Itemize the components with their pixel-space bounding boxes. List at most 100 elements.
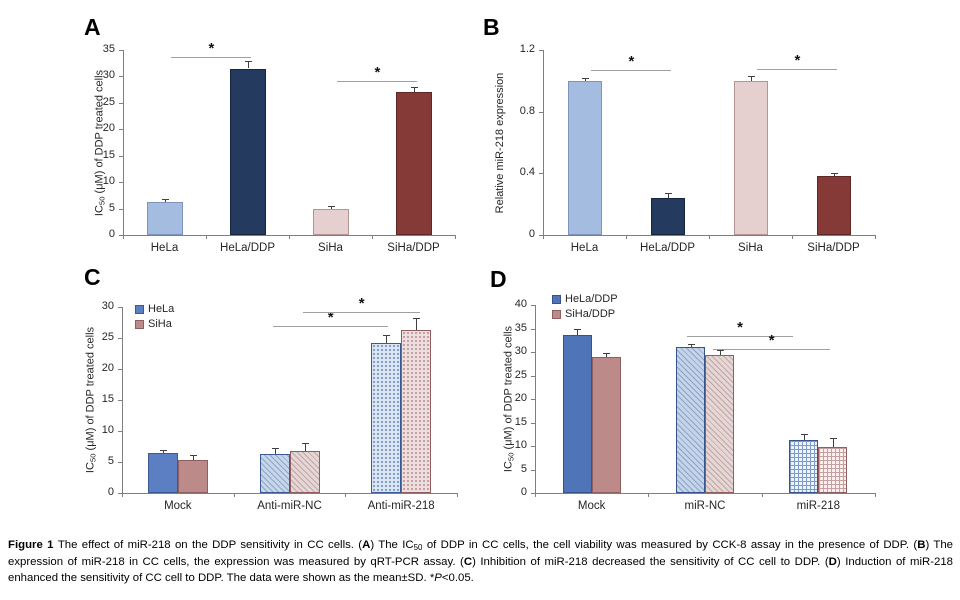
panel-letter-b: B: [483, 14, 500, 40]
significance-line: [303, 311, 421, 313]
y-tick-mark: [119, 50, 123, 51]
bar-SiHa/DDP: [816, 176, 851, 235]
y-axis-line: [123, 50, 124, 236]
y-axis-label: Relative miR-218 expression: [494, 72, 506, 213]
y-tick-label: 20: [514, 392, 527, 404]
legend-label: SiHa: [148, 318, 172, 330]
x-tick-mark: [709, 235, 710, 239]
y-tick-label: 10: [514, 439, 527, 451]
y-tick-mark: [531, 399, 535, 400]
x-category-label: HeLa: [150, 242, 179, 254]
significance-star: *: [358, 294, 365, 312]
x-category-label: HeLa/DDP: [220, 242, 275, 254]
y-tick-mark: [119, 182, 123, 184]
significance-line: [171, 56, 252, 58]
y-tick-label: 15: [101, 393, 114, 405]
error-bar-line: [416, 317, 418, 330]
x-category-label: Anti-miR-NC: [257, 500, 322, 512]
error-bar-line: [164, 198, 166, 203]
legend-swatch: [552, 294, 561, 304]
y-tick-label: 40: [514, 298, 527, 310]
figure-caption: Figure 1 The effect of miR-218 on the DD…: [8, 537, 953, 587]
panel-a: A IC50 (μM) of DDP treated cells 0 5 10 15 20 2…: [60, 10, 480, 262]
y-tick-label: 25: [514, 368, 527, 381]
y-tick-mark: [119, 155, 123, 157]
y-tick-label: 0.4: [519, 166, 535, 179]
bar-HeLa: [259, 453, 290, 493]
y-tick-label: 30: [514, 345, 527, 357]
bar-SiHa/DDP: [395, 92, 432, 235]
y-tick-mark: [531, 422, 535, 424]
text-run: A: [362, 539, 371, 551]
bar-SiHa: [733, 80, 768, 235]
y-tick-label: 0: [520, 486, 527, 498]
text-run: 50: [506, 452, 516, 462]
y-tick-mark: [118, 369, 122, 370]
error-bar-cap: [800, 434, 808, 436]
text-run: ) Inhibition of miR-218 decreased the se…: [472, 555, 829, 568]
legend-label: HeLa: [148, 303, 175, 315]
error-bar-cap: [747, 76, 755, 78]
error-bar-cap: [383, 334, 391, 336]
legend-swatch: [552, 309, 561, 319]
bar-SiHa/DDP: [591, 356, 621, 493]
error-bar-line: [803, 434, 805, 440]
legend-item: SiHa: [135, 318, 174, 330]
significance-line: [757, 68, 838, 70]
error-bar-cap: [664, 193, 672, 195]
legend-item: HeLa: [135, 303, 174, 315]
x-tick-mark: [289, 235, 290, 239]
y-tick-mark: [531, 493, 535, 494]
error-bar-cap: [327, 206, 335, 208]
x-tick-mark: [206, 235, 207, 239]
y-tick-mark: [119, 208, 123, 210]
y-tick-label: 15: [514, 415, 527, 428]
error-bar-line: [833, 173, 835, 177]
x-tick-mark: [543, 235, 544, 239]
panel-letter-a: A: [84, 14, 101, 40]
error-bar-cap: [161, 198, 169, 200]
x-tick-mark: [792, 235, 793, 239]
y-tick-mark: [539, 235, 543, 236]
x-axis-line: [535, 493, 875, 494]
panel-b: B Relative miR-218 expression 0 0.4 0.8 1.2 He…: [480, 10, 900, 262]
legend-label: HeLa/DDP: [565, 293, 618, 305]
text-run: <0.05.: [441, 572, 474, 585]
x-category-label: SiHa/DDP: [807, 242, 860, 254]
text-run: of DDP in CC cells, the cell viability w…: [422, 539, 918, 551]
error-bar-cap: [829, 437, 837, 439]
bar-HeLa/DDP: [650, 198, 685, 235]
legend-swatch: [135, 319, 144, 329]
error-bar-line: [606, 352, 608, 357]
y-tick-label: 5: [107, 455, 114, 467]
text-run: C: [463, 555, 473, 568]
y-tick-label: 1.2: [519, 43, 535, 55]
x-tick-mark: [761, 493, 763, 497]
y-tick-label: 30: [102, 69, 115, 82]
x-tick-mark: [122, 493, 123, 497]
y-tick-mark: [119, 235, 123, 236]
y-tick-mark: [539, 111, 543, 113]
legend-item: SiHa/DDP: [552, 308, 618, 320]
bar-SiHa/DDP: [818, 446, 848, 493]
text-run: ) The expression of miR-218 in CC cells,…: [8, 539, 954, 568]
error-bar-cap: [716, 350, 724, 352]
y-axis-label: IC50 (μM) of DDP treated cells: [93, 69, 106, 215]
x-tick-mark: [875, 235, 876, 239]
error-bar-line: [386, 334, 388, 343]
error-bar-line: [247, 60, 249, 69]
text-run: Relative miR-218 expression: [494, 72, 506, 213]
bar-SiHa: [312, 209, 349, 235]
x-category-label: miR-218: [796, 500, 841, 512]
text-run: ) Induction of miR-218 enhanced the sens…: [8, 555, 954, 585]
x-axis-line: [122, 493, 457, 494]
error-bar-line: [192, 454, 194, 460]
error-bar-cap: [410, 87, 418, 88]
y-tick-mark: [539, 173, 543, 175]
significance-line: [273, 326, 389, 328]
error-bar-cap: [581, 77, 589, 79]
significance-star: *: [768, 332, 775, 350]
y-tick-label: 5: [108, 201, 115, 214]
bar-HeLa: [146, 202, 183, 235]
